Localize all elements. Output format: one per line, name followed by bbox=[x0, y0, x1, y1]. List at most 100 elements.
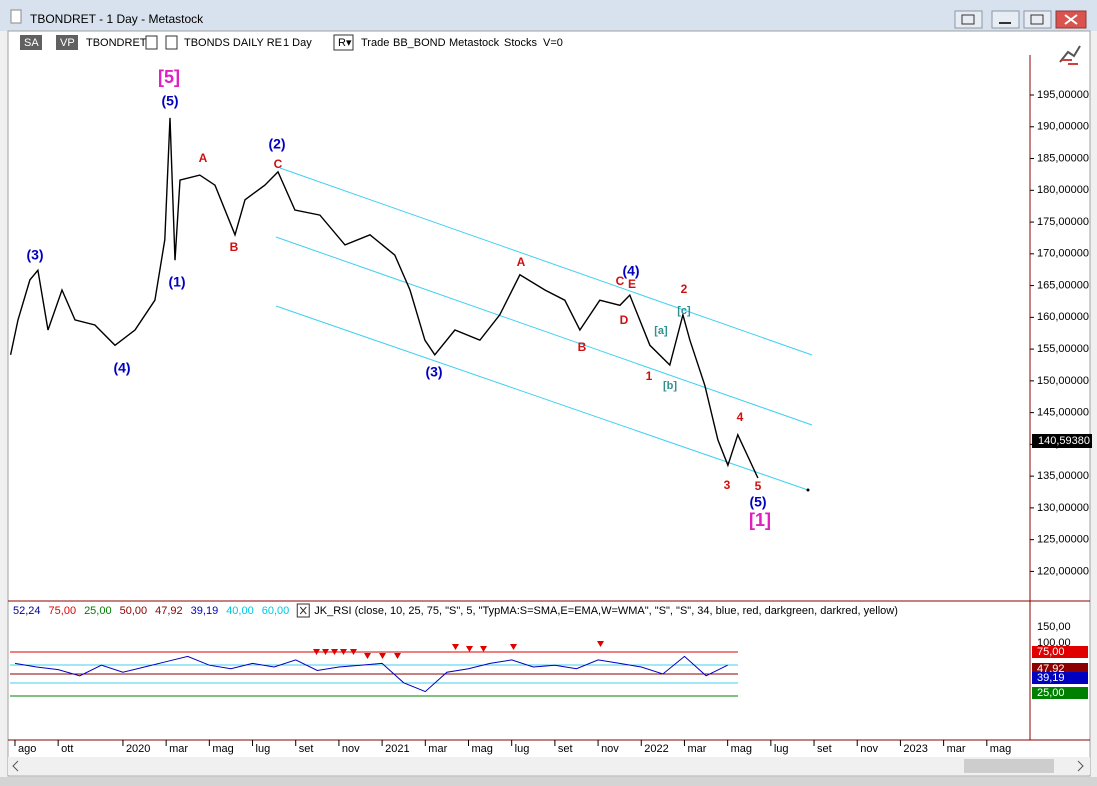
indicator-axis-label: 100,00 bbox=[1037, 637, 1071, 649]
channel-line bbox=[275, 236, 813, 426]
corner-icon bbox=[1059, 45, 1081, 65]
x-tick-label: nov bbox=[342, 743, 360, 755]
indicator-legend: 50,00 bbox=[120, 605, 148, 617]
wave-label: B bbox=[578, 340, 587, 354]
maximize-icon bbox=[1030, 14, 1044, 25]
toolbar-item: SA bbox=[24, 37, 39, 49]
x-tick-label: set bbox=[299, 743, 314, 755]
wave-label: 2 bbox=[681, 282, 688, 296]
scroll-right[interactable] bbox=[1077, 760, 1084, 772]
y-tick-label: 165,00000 bbox=[1037, 279, 1089, 291]
wave-label: [a] bbox=[654, 325, 668, 337]
x-tick-label: ago bbox=[18, 743, 36, 755]
price-tag: 140,59380 bbox=[1038, 435, 1090, 447]
toolbar-button[interactable] bbox=[20, 35, 42, 50]
toolbar-item: Trade bbox=[361, 37, 389, 49]
indicator-levels bbox=[10, 651, 738, 697]
wave-label: 5 bbox=[755, 479, 762, 493]
x-tick-label: lug bbox=[515, 743, 530, 755]
dropdown[interactable] bbox=[145, 35, 158, 50]
scroll-thumb[interactable] bbox=[964, 759, 1054, 773]
x-tick-label: 2020 bbox=[126, 743, 150, 755]
y-tick-label: 190,00000 bbox=[1037, 121, 1089, 133]
x-tick-label: lug bbox=[256, 743, 271, 755]
indicator-formula: JK_RSI (close, 10, 25, 75, "S", 5, "TypM… bbox=[314, 605, 898, 617]
wave-label: (5) bbox=[161, 93, 178, 109]
wave-label: 1 bbox=[646, 369, 653, 383]
wave-label: C bbox=[274, 157, 283, 171]
x-tick-label: mar bbox=[169, 743, 188, 755]
icon-stroke bbox=[1059, 45, 1081, 63]
wave-label: [b] bbox=[663, 380, 677, 392]
y-tick-label: 135,00000 bbox=[1037, 470, 1089, 482]
toolbar-item: R▾ bbox=[338, 37, 352, 49]
x-tick-label: lug bbox=[774, 743, 789, 755]
wave-label: A bbox=[199, 151, 208, 165]
restore-icon bbox=[961, 14, 975, 25]
indicator-legend: 52,24 bbox=[13, 605, 41, 617]
restore-button[interactable] bbox=[954, 10, 983, 29]
window-buttons bbox=[954, 10, 1087, 29]
wave-label: A bbox=[517, 255, 526, 269]
y-tick-label: 185,00000 bbox=[1037, 152, 1089, 164]
channel-line bbox=[275, 305, 809, 491]
indicator-axis-label: 75,00 bbox=[1037, 646, 1065, 658]
x-tick-label: 2021 bbox=[385, 743, 409, 755]
toolbar-item: V=0 bbox=[543, 37, 563, 49]
wave-label: (4) bbox=[622, 263, 639, 279]
wave-label: B bbox=[230, 240, 239, 254]
y-tick-label: 150,00000 bbox=[1037, 375, 1089, 387]
dropdown[interactable] bbox=[165, 35, 178, 50]
wave-label: 4 bbox=[737, 410, 744, 424]
scroll-track[interactable] bbox=[8, 757, 1090, 775]
wave-label: 3 bbox=[724, 478, 731, 492]
scroll-left[interactable] bbox=[12, 760, 19, 772]
app-icon bbox=[10, 9, 22, 24]
close-x bbox=[299, 606, 307, 615]
channel-end bbox=[806, 488, 810, 492]
toolbar-item: Stocks bbox=[504, 37, 538, 49]
maximize-button[interactable] bbox=[1023, 10, 1052, 29]
signal-arrows bbox=[313, 641, 604, 659]
y-tick-label: 180,00000 bbox=[1037, 184, 1089, 196]
x-tick-label: 2022 bbox=[644, 743, 668, 755]
wave-label: C bbox=[616, 274, 625, 288]
indicator-legend: 60,00 bbox=[262, 605, 290, 617]
toolbar-button[interactable] bbox=[56, 35, 78, 50]
x-tick-label: mar bbox=[428, 743, 447, 755]
wave-label: (4) bbox=[113, 360, 130, 376]
y-tick-label: 130,00000 bbox=[1037, 502, 1089, 514]
x-tick-label: mag bbox=[731, 743, 752, 755]
indicator-axis-label: 25,00 bbox=[1037, 687, 1065, 699]
indicator-legend: 40,00 bbox=[226, 605, 254, 617]
wave-label: [c] bbox=[677, 305, 691, 317]
wave-label: (3) bbox=[26, 247, 43, 263]
toolbar-item: 1 Day bbox=[283, 37, 312, 49]
title-bar bbox=[0, 0, 1097, 31]
minimize-button[interactable] bbox=[991, 10, 1020, 29]
wave-label: (3) bbox=[425, 364, 442, 380]
wave-label: (2) bbox=[268, 136, 285, 152]
y-tick-label: 125,00000 bbox=[1037, 534, 1089, 546]
channel-line bbox=[279, 167, 813, 356]
window-title: TBONDRET - 1 Day - Metastock bbox=[30, 12, 204, 26]
price-tag-box bbox=[1032, 434, 1092, 448]
indicator-axis-box bbox=[1032, 672, 1088, 684]
x-tick-label: mag bbox=[990, 743, 1011, 755]
status-strip bbox=[0, 777, 1097, 786]
arrow bbox=[313, 641, 604, 659]
price-line bbox=[9, 117, 759, 479]
rsi-line bbox=[14, 655, 728, 693]
wave-label: E bbox=[628, 277, 636, 291]
scrollbar bbox=[8, 757, 1090, 775]
x-tick-label: mag bbox=[212, 743, 233, 755]
toolbar-button[interactable] bbox=[333, 34, 354, 51]
y-tick-label: 160,00000 bbox=[1037, 311, 1089, 323]
x-tick-label: ott bbox=[61, 743, 73, 755]
wave-label: (1) bbox=[168, 274, 185, 290]
close-icon bbox=[1064, 14, 1078, 25]
indicator-axis-label: 150,00 bbox=[1037, 621, 1071, 633]
x-tick-label: mar bbox=[687, 743, 706, 755]
toolbar-item: TBONDS DAILY RE bbox=[184, 37, 282, 49]
